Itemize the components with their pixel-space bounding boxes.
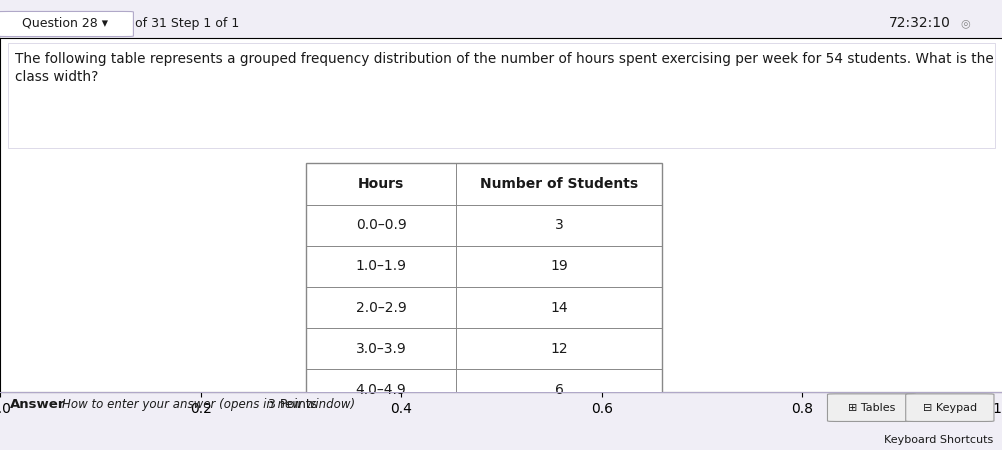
Text: 3: 3 (554, 218, 563, 232)
Text: The following table represents a grouped frequency distribution of the number of: The following table represents a grouped… (15, 52, 993, 84)
Text: Number of Students: Number of Students (480, 177, 637, 191)
Text: Question 28 ▾: Question 28 ▾ (22, 17, 108, 30)
Text: Keyboard Shortcuts: Keyboard Shortcuts (883, 435, 992, 445)
Text: 72:32:10: 72:32:10 (888, 16, 950, 30)
Text: 19: 19 (550, 259, 567, 273)
Bar (8, 43, 994, 148)
Text: 0.0–0.9: 0.0–0.9 (356, 218, 406, 232)
Text: How to enter your answer (opens in new window): How to enter your answer (opens in new w… (62, 398, 355, 411)
Text: ⊞ Tables: ⊞ Tables (847, 403, 895, 413)
FancyBboxPatch shape (905, 394, 993, 422)
Text: 12: 12 (550, 342, 567, 356)
FancyBboxPatch shape (827, 394, 915, 422)
Text: 3 Points: 3 Points (268, 398, 317, 411)
FancyBboxPatch shape (0, 11, 133, 36)
Text: 6: 6 (554, 383, 563, 397)
Text: of 31 Step 1 of 1: of 31 Step 1 of 1 (135, 17, 239, 30)
Text: Answer: Answer (10, 398, 65, 411)
Text: Hours: Hours (358, 177, 404, 191)
Text: 2.0–2.9: 2.0–2.9 (356, 301, 406, 315)
Text: ◎: ◎ (960, 18, 970, 28)
Text: 14: 14 (550, 301, 567, 315)
Text: 4.0–4.9: 4.0–4.9 (356, 383, 406, 397)
Text: ⊟ Keypad: ⊟ Keypad (922, 403, 976, 413)
Text: 1.0–1.9: 1.0–1.9 (356, 259, 406, 273)
Bar (306, 163, 661, 410)
Text: 3.0–3.9: 3.0–3.9 (356, 342, 406, 356)
